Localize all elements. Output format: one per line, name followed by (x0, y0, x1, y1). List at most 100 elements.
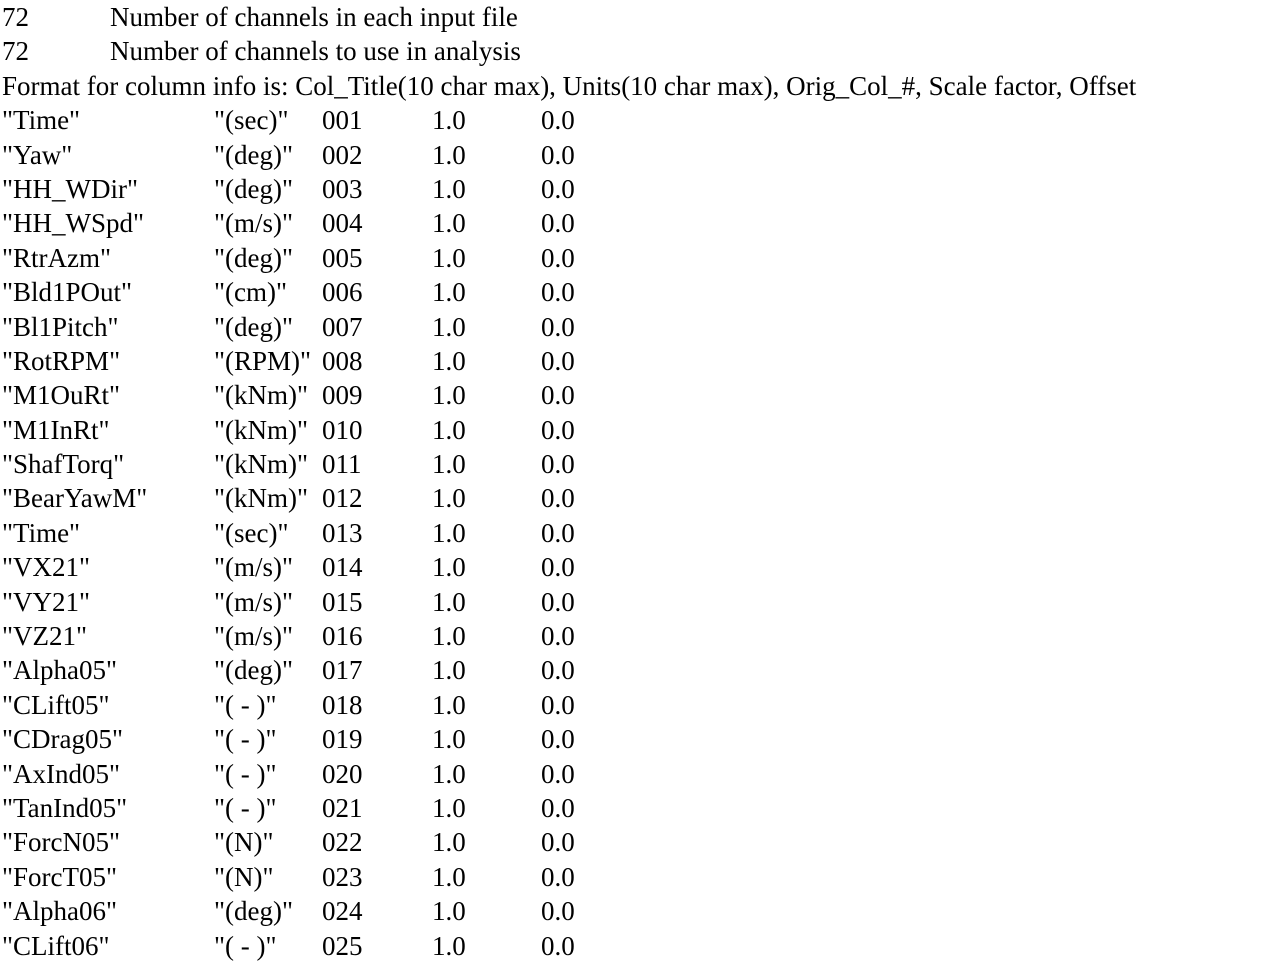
channel-title: "ForcT05" (2, 861, 118, 892)
channel-scale: 1.0 (432, 277, 466, 308)
channel-title: "Time" (2, 517, 81, 548)
channel-scale: 1.0 (432, 930, 466, 961)
channel-col-number: 024 (322, 896, 363, 927)
channel-col-number: 007 (322, 311, 363, 342)
channel-col-number: 022 (322, 827, 363, 858)
channel-title: "VY21" (2, 586, 91, 617)
channel-col-number: 012 (322, 483, 363, 514)
channel-title: "Yaw" (2, 139, 73, 170)
channel-units: "(kNm)" (214, 449, 309, 480)
channel-units: "(m/s)" (214, 552, 294, 583)
channel-count-file-line: 72 Number of channels in each input file (0, 0, 1263, 34)
channel-count-file-value: 72 (2, 2, 29, 32)
channel-units: "(deg)" (214, 311, 294, 342)
table-row: "HH_WDir" "(deg)" 003 1.0 0.0 (0, 172, 1263, 206)
channel-units: "(sec)" (214, 105, 289, 136)
channel-scale: 1.0 (432, 896, 466, 927)
channel-scale: 1.0 (432, 827, 466, 858)
channel-col-number: 021 (322, 792, 363, 823)
channel-offset: 0.0 (541, 105, 575, 136)
channel-offset: 0.0 (541, 758, 575, 789)
channel-col-number: 009 (322, 380, 363, 411)
channel-title: "Time" (2, 105, 81, 136)
channel-title: "Bld1POut" (2, 277, 133, 308)
channel-offset: 0.0 (541, 655, 575, 686)
channel-col-number: 016 (322, 621, 363, 652)
channel-offset: 0.0 (541, 552, 575, 583)
channel-units: "(m/s)" (214, 586, 294, 617)
table-row: "Time" "(sec)" 001 1.0 0.0 (0, 103, 1263, 137)
table-row: "AxInd05" "( - )" 020 1.0 0.0 (0, 757, 1263, 791)
table-row: "HH_WSpd" "(m/s)" 004 1.0 0.0 (0, 206, 1263, 240)
channel-scale: 1.0 (432, 311, 466, 342)
table-row: "Time" "(sec)" 013 1.0 0.0 (0, 516, 1263, 550)
channel-count-analysis-value: 72 (2, 36, 29, 67)
channel-title: "CDrag05" (2, 724, 124, 755)
channel-col-number: 017 (322, 655, 363, 686)
channel-offset: 0.0 (541, 517, 575, 548)
table-row: "ShafTorq" "(kNm)" 011 1.0 0.0 (0, 447, 1263, 481)
channel-table: "Time" "(sec)" 001 1.0 0.0 "Yaw" "(deg)"… (0, 103, 1263, 963)
channel-title: "RtrAzm" (2, 242, 112, 273)
table-row: "CLift06" "( - )" 025 1.0 0.0 (0, 929, 1263, 963)
channel-offset: 0.0 (541, 173, 575, 204)
table-row: "RtrAzm" "(deg)" 005 1.0 0.0 (0, 241, 1263, 275)
channel-scale: 1.0 (432, 586, 466, 617)
channel-col-number: 025 (322, 930, 363, 961)
channel-units: "(kNm)" (214, 380, 309, 411)
channel-title: "Bl1Pitch" (2, 311, 119, 342)
channel-title: "BearYawM" (2, 483, 148, 514)
channel-offset: 0.0 (541, 414, 575, 445)
channel-scale: 1.0 (432, 173, 466, 204)
channel-title: "Alpha06" (2, 896, 118, 927)
channel-title: "ForcN05" (2, 827, 121, 858)
channel-scale: 1.0 (432, 483, 466, 514)
channel-col-number: 008 (322, 345, 363, 376)
table-row: "VX21" "(m/s)" 014 1.0 0.0 (0, 550, 1263, 584)
channel-units: "(cm)" (214, 277, 288, 308)
channel-units: "(m/s)" (214, 621, 294, 652)
channel-scale: 1.0 (432, 380, 466, 411)
table-row: "ForcT05" "(N)" 023 1.0 0.0 (0, 860, 1263, 894)
channel-col-number: 004 (322, 208, 363, 239)
table-row: "Bld1POut" "(cm)" 006 1.0 0.0 (0, 275, 1263, 309)
channel-title: "RotRPM" (2, 345, 121, 376)
format-line: Format for column info is: Col_Title(10 … (0, 69, 1263, 103)
channel-offset: 0.0 (541, 861, 575, 892)
channel-title: "HH_WSpd" (2, 208, 145, 239)
channel-title: "TanInd05" (2, 792, 128, 823)
channel-col-number: 003 (322, 173, 363, 204)
channel-col-number: 020 (322, 758, 363, 789)
channel-col-number: 010 (322, 414, 363, 445)
channel-col-number: 001 (322, 105, 363, 136)
channel-count-analysis-label: Number of channels to use in analysis (110, 36, 521, 67)
channel-scale: 1.0 (432, 861, 466, 892)
channel-units: "(deg)" (214, 139, 294, 170)
table-row: "CDrag05" "( - )" 019 1.0 0.0 (0, 722, 1263, 756)
channel-title: "ShafTorq" (2, 449, 125, 480)
channel-offset: 0.0 (541, 896, 575, 927)
channel-units: "(deg)" (214, 655, 294, 686)
channel-offset: 0.0 (541, 792, 575, 823)
channel-title: "AxInd05" (2, 758, 121, 789)
table-row: "Alpha05" "(deg)" 017 1.0 0.0 (0, 653, 1263, 687)
table-row: "VZ21" "(m/s)" 016 1.0 0.0 (0, 619, 1263, 653)
channel-count-analysis-line: 72 Number of channels to use in analysis (0, 34, 1263, 68)
channel-units: "(kNm)" (214, 483, 309, 514)
channel-title: "Alpha05" (2, 655, 118, 686)
channel-title: "M1OuRt" (2, 380, 121, 411)
channel-units: "( - )" (214, 930, 277, 961)
channel-col-number: 011 (322, 449, 362, 480)
channel-title: "VZ21" (2, 621, 88, 652)
channel-offset: 0.0 (541, 242, 575, 273)
channel-col-number: 014 (322, 552, 363, 583)
channel-col-number: 005 (322, 242, 363, 273)
channel-offset: 0.0 (541, 827, 575, 858)
channel-units: "( - )" (214, 758, 277, 789)
table-row: "M1InRt" "(kNm)" 010 1.0 0.0 (0, 413, 1263, 447)
table-row: "BearYawM" "(kNm)" 012 1.0 0.0 (0, 481, 1263, 515)
channel-offset: 0.0 (541, 930, 575, 961)
channel-scale: 1.0 (432, 758, 466, 789)
channel-scale: 1.0 (432, 449, 466, 480)
channel-offset: 0.0 (541, 586, 575, 617)
